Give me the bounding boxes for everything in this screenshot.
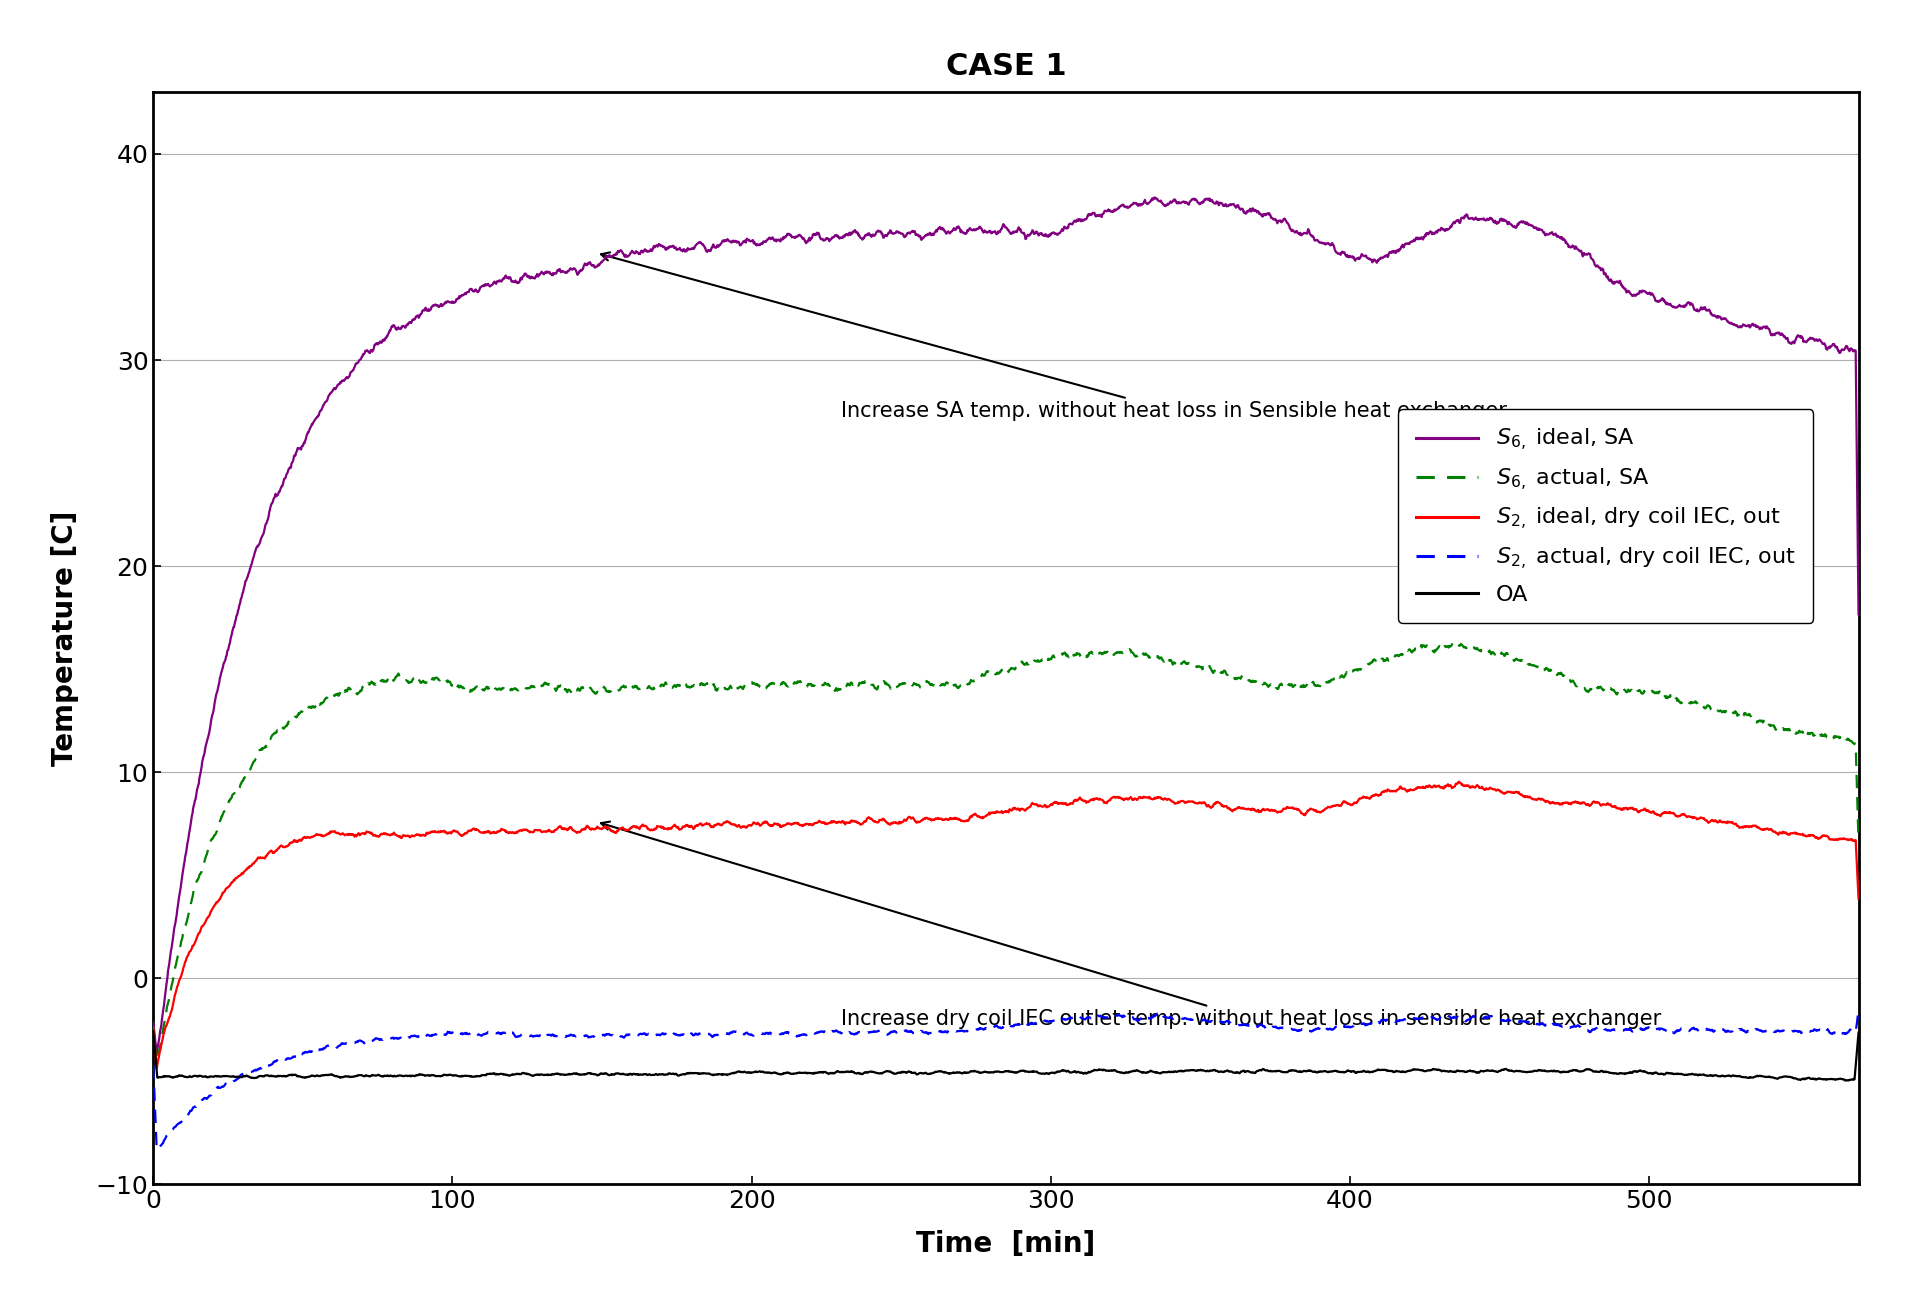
Text: Increase dry coil IEC outlet temp. without heat loss in sensible heat exchanger: Increase dry coil IEC outlet temp. witho… — [602, 821, 1661, 1029]
Text: Increase SA temp. without heat loss in Sensible heat exchanger: Increase SA temp. without heat loss in S… — [602, 253, 1508, 421]
X-axis label: Time  [min]: Time [min] — [916, 1230, 1096, 1258]
Title: CASE 1: CASE 1 — [947, 53, 1065, 82]
Y-axis label: Temperature [C]: Temperature [C] — [52, 511, 79, 766]
Legend: $S_{6,}$ ideal, SA, $S_{6,}$ actual, SA, $S_{2,}$ ideal, dry coil IEC, out, $S_{: $S_{6,}$ ideal, SA, $S_{6,}$ actual, SA,… — [1399, 409, 1813, 622]
